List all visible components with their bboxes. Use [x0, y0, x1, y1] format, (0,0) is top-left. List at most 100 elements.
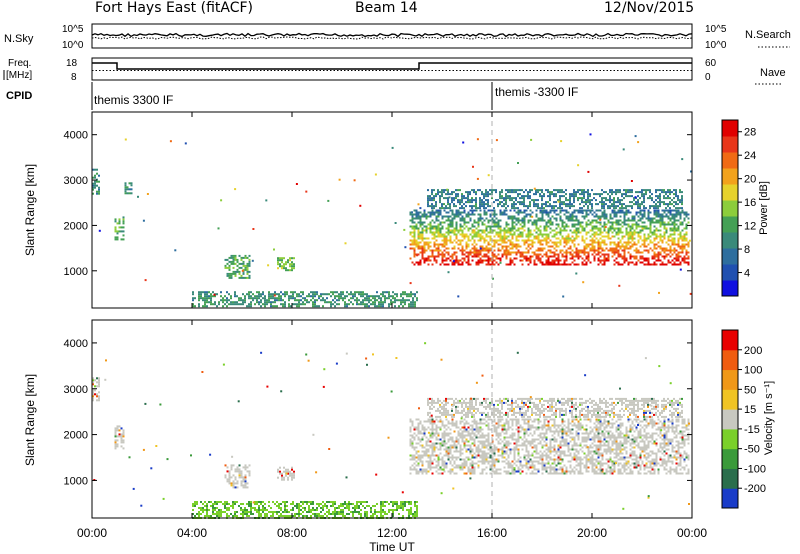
- echo-cell: [497, 225, 500, 228]
- echo-cell: [296, 507, 298, 509]
- echo-cell: [499, 257, 502, 260]
- echo-cell: [591, 205, 593, 208]
- echo-cell: [581, 263, 584, 266]
- echo-cell: [461, 440, 464, 443]
- echo-cell: [575, 191, 577, 194]
- echo-cell: [332, 505, 334, 507]
- echo-cell: [507, 249, 510, 252]
- echo-cell: [669, 245, 672, 248]
- echo-cell: [354, 509, 356, 511]
- echo-cell: [615, 243, 618, 246]
- echo-cell: [671, 259, 674, 262]
- echo-cell: [421, 231, 424, 234]
- echo-cell: [326, 505, 328, 507]
- echo-cell: [533, 253, 536, 256]
- echo-cell: [485, 263, 488, 266]
- echo-cell: [541, 199, 543, 202]
- echo-cell: [555, 259, 558, 262]
- echo-cell: [679, 215, 682, 218]
- echo-cell: [218, 303, 220, 306]
- echo-cell: [503, 209, 506, 212]
- echo-cell: [403, 228, 406, 231]
- noise-tick-left-top: 10^5: [62, 24, 84, 35]
- echo-cell: [463, 219, 466, 222]
- echo-cell: [619, 219, 622, 222]
- echo-cell: [653, 253, 656, 256]
- echo-cell: [541, 197, 543, 200]
- echo-cell: [521, 195, 523, 198]
- echo-cell: [685, 215, 688, 218]
- echo-cell: [232, 254, 235, 257]
- echo-cell: [661, 219, 664, 222]
- echo-cell: [609, 195, 611, 198]
- echo-cell: [340, 513, 342, 515]
- echo-cell: [439, 452, 442, 455]
- echo-cell: [679, 213, 682, 216]
- echo-cell: [463, 440, 466, 443]
- echo-cell: [92, 182, 94, 185]
- echo-cell: [549, 211, 552, 214]
- echo-cell: [417, 436, 420, 439]
- echo-cell: [304, 509, 306, 511]
- echo-cell: [226, 478, 229, 481]
- echo-cell: [316, 515, 318, 517]
- echo-cell: [645, 263, 648, 266]
- echo-cell: [659, 223, 662, 226]
- echo-cell: [603, 203, 605, 206]
- echo-cell: [412, 301, 414, 304]
- echo-cell: [587, 189, 589, 192]
- echo-cell: [423, 251, 426, 254]
- echo-cell: [475, 249, 478, 252]
- echo-cell: [517, 235, 520, 238]
- echo-cell: [643, 211, 646, 214]
- echo-cell: [593, 197, 595, 200]
- echo-cell: [487, 199, 489, 202]
- echo-cell: [555, 233, 558, 236]
- echo-cell: [414, 301, 416, 304]
- echo-cell: [535, 209, 538, 212]
- echo-cell: [573, 193, 575, 196]
- echo-cell: [412, 303, 414, 306]
- echo-cell: [561, 221, 564, 224]
- echo-cell: [553, 247, 556, 250]
- echo-cell: [581, 225, 584, 228]
- echo-cell: [214, 509, 216, 511]
- echo-cell: [541, 235, 544, 238]
- echo-cell: [376, 299, 378, 302]
- echo-cell: [521, 211, 524, 214]
- echo-cell: [433, 199, 435, 202]
- echo-cell: [364, 501, 366, 503]
- echo-cell: [539, 257, 542, 260]
- echo-cell: [202, 305, 204, 308]
- echo-cell: [567, 247, 570, 250]
- echo-cell: [467, 456, 470, 459]
- echo-cell: [487, 452, 490, 455]
- echo-cell: [433, 241, 436, 244]
- echo-cell: [218, 515, 220, 517]
- echo-cell: [471, 454, 474, 457]
- echo-cell: [308, 293, 310, 296]
- echo-cell: [465, 197, 467, 200]
- echo-cell: [521, 221, 524, 224]
- echo-cell: [681, 251, 684, 254]
- echo-cell: [419, 215, 422, 218]
- echo-cell: [531, 233, 534, 236]
- echo-cell: [242, 480, 245, 483]
- echo-cell: [649, 221, 652, 224]
- echo-cell: [461, 235, 464, 238]
- echo-cell: [404, 291, 406, 294]
- echo-cell: [437, 458, 440, 461]
- echo-cell: [120, 439, 123, 442]
- echo-cell: [283, 478, 285, 481]
- echo-cell: [585, 263, 588, 266]
- echo-cell: [433, 231, 436, 234]
- echo-cell: [308, 301, 310, 304]
- echo-cell: [565, 243, 568, 246]
- echo-cell: [427, 189, 429, 192]
- echo-cell: [623, 203, 625, 206]
- echo-cell: [461, 452, 464, 455]
- echo-cell: [591, 239, 594, 242]
- echo-cell: [244, 482, 247, 485]
- echo-cell: [471, 247, 474, 250]
- echo-cell: [439, 420, 442, 423]
